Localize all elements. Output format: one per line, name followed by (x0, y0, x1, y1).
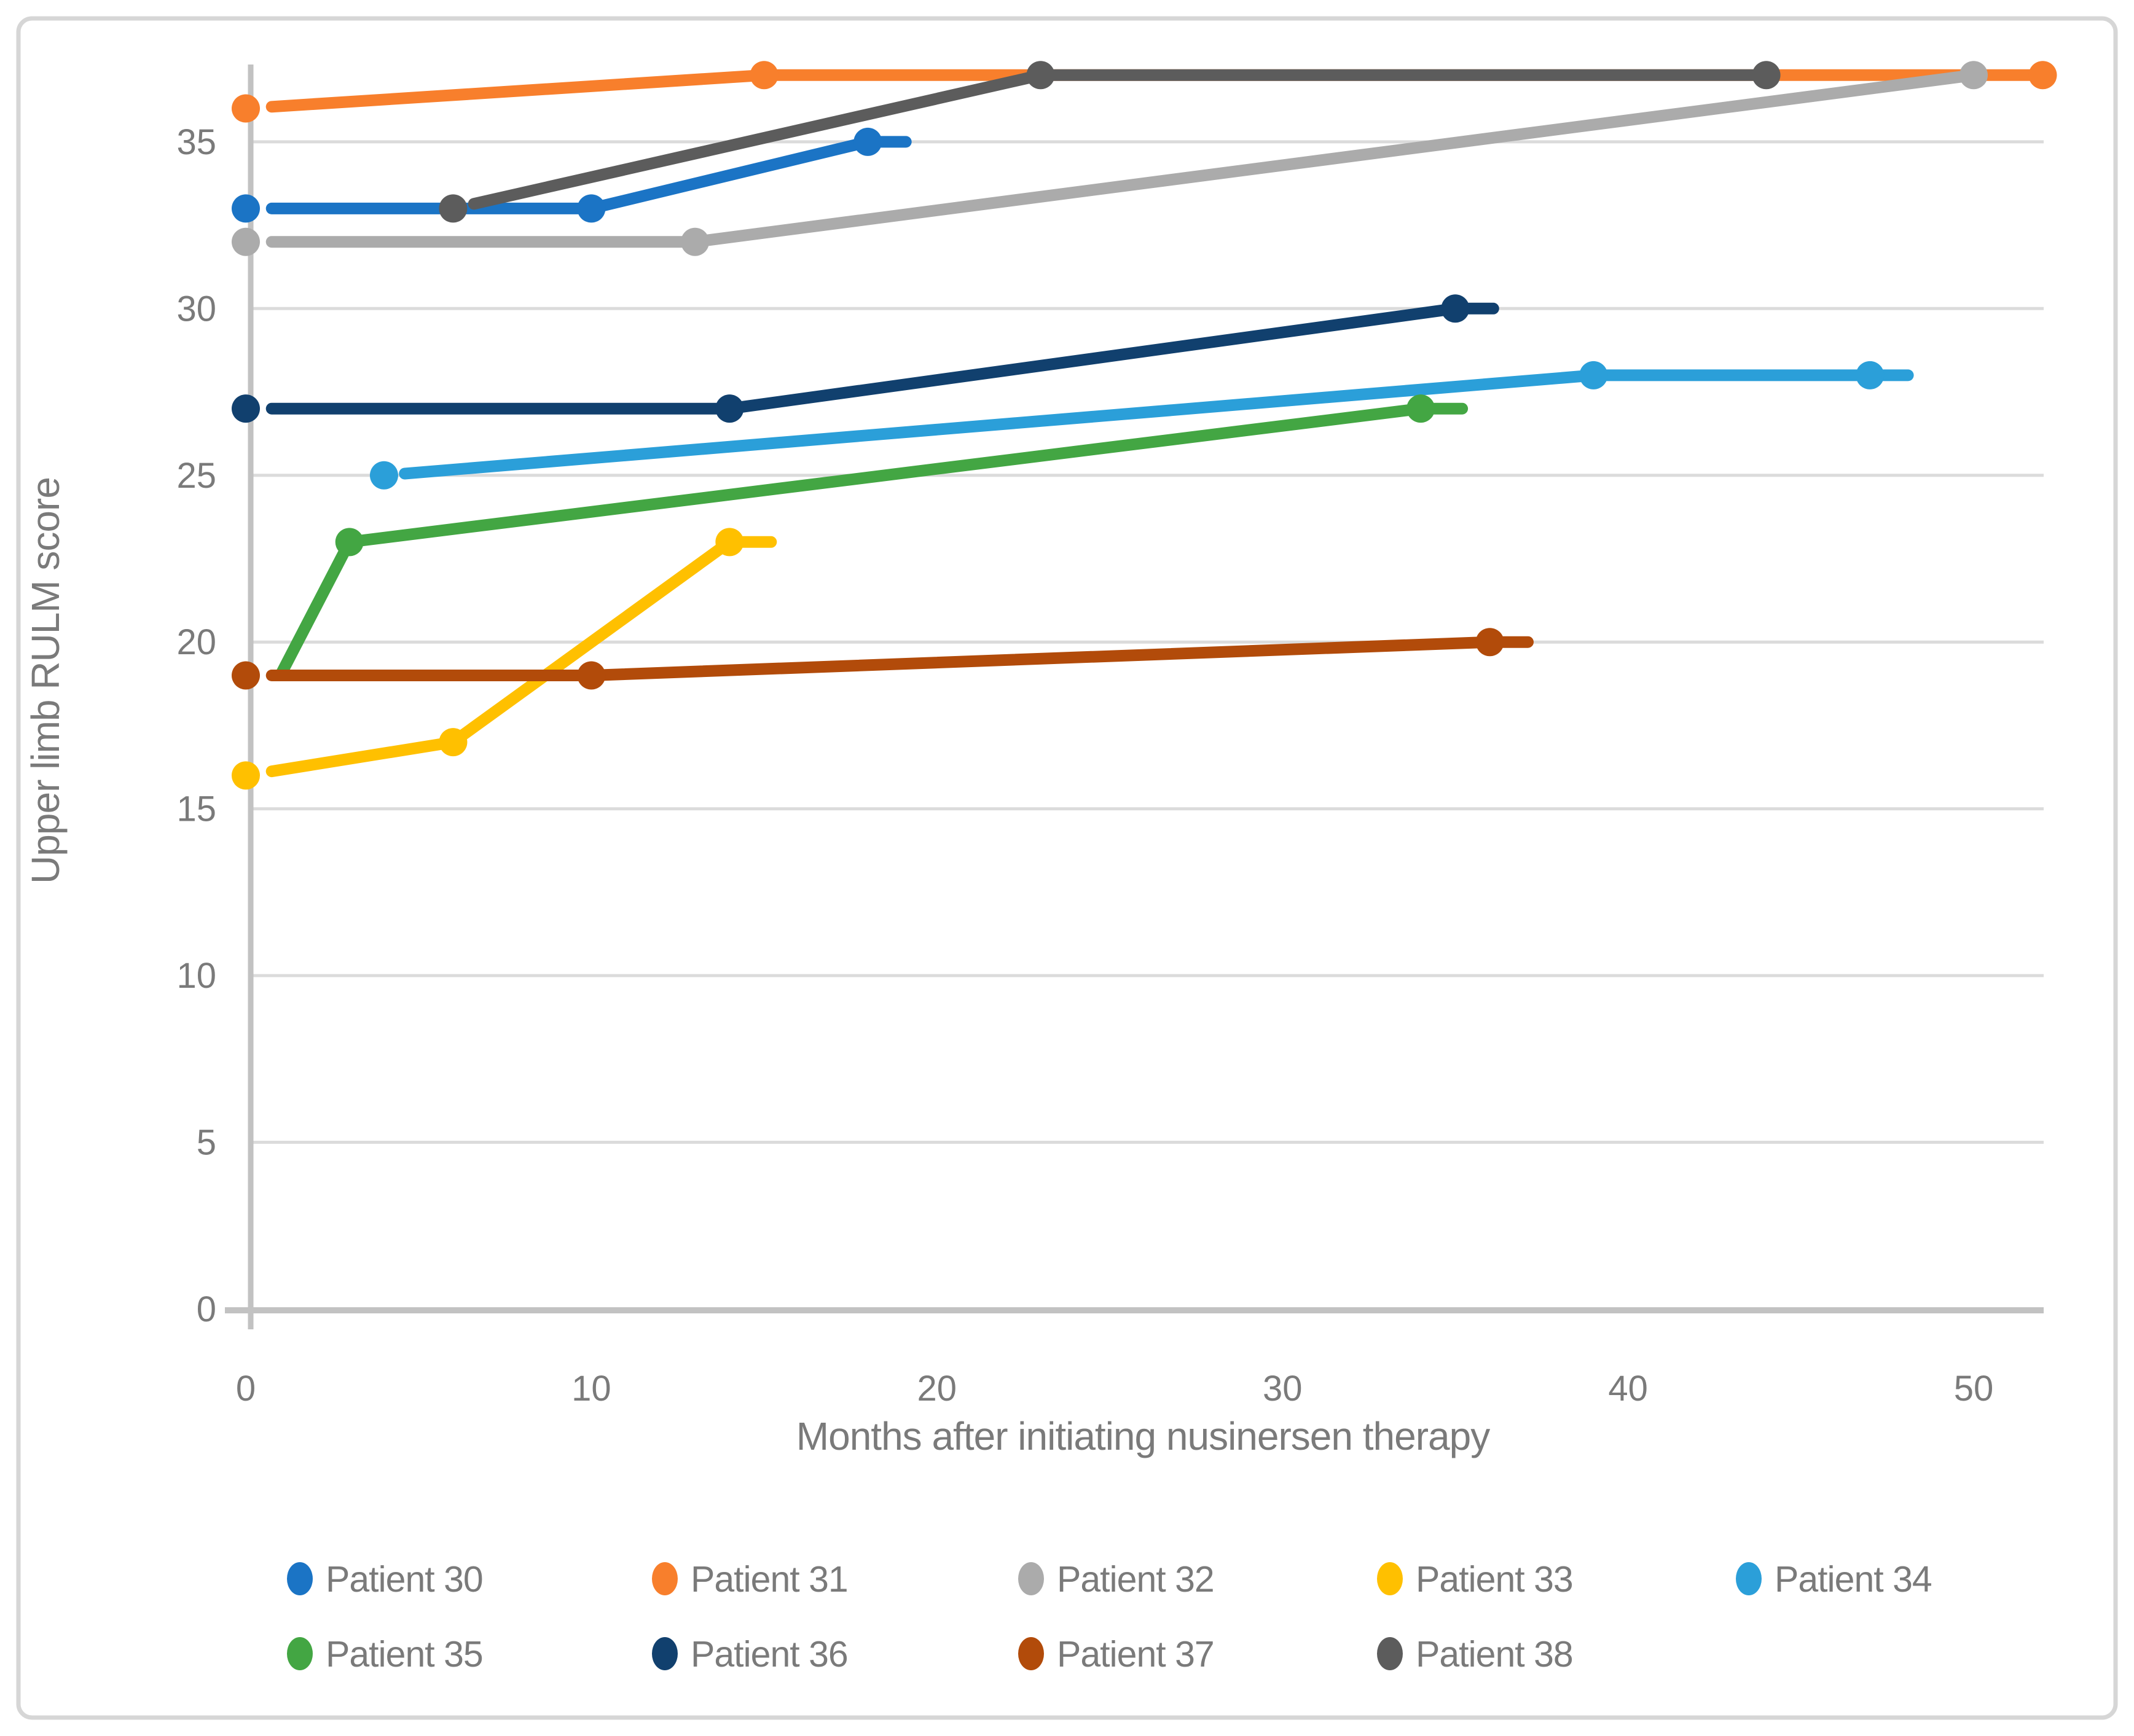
data-point-marker-patient-36-m0 (232, 394, 260, 423)
data-point-marker-patient-38-m44 (1752, 61, 1781, 90)
legend-label-patient-37: Patient 37 (1057, 1634, 1214, 1675)
data-point-marker-patient-32-m13 (681, 227, 710, 256)
legend-label-patient-30: Patient 30 (326, 1559, 483, 1600)
legend-label-patient-35: Patient 35 (326, 1634, 483, 1675)
data-point-marker-patient-35-m3 (335, 528, 364, 557)
legend-label-patient-32: Patient 32 (1057, 1559, 1214, 1600)
series-line-patient-35 (274, 402, 1469, 681)
legend-marker-patient-30 (287, 1562, 313, 1595)
y-axis-title: Upper limb RULM score (23, 477, 68, 884)
data-point-marker-patient-36-m35 (1441, 294, 1470, 323)
x-tick-label-50: 50 (1954, 1369, 1994, 1409)
x-tick-label-20: 20 (917, 1369, 957, 1409)
data-point-marker-patient-30-m18 (853, 127, 882, 156)
legend: Patient 30 Patient 31 Patient 32 Patient 33… (287, 1559, 1932, 1675)
data-point-marker-patient-34-m47 (1856, 361, 1885, 389)
x-tick-label-40: 40 (1608, 1369, 1648, 1409)
data-point-marker-patient-33-m6 (439, 728, 468, 757)
legend-label-patient-33: Patient 33 (1416, 1559, 1573, 1600)
data-point-marker-patient-31-m52 (2028, 61, 2057, 90)
y-tick-label-5: 5 (197, 1123, 216, 1163)
series-line-patient-34 (399, 369, 1914, 480)
legend-item-patient-30: Patient 30 (287, 1559, 484, 1600)
data-point-marker-patient-31-m15 (750, 61, 779, 90)
legend-marker-patient-34 (1736, 1562, 1762, 1595)
y-tick-label-10: 10 (176, 956, 216, 996)
data-point-marker-patient-30-m0 (232, 194, 260, 223)
legend-item-patient-38: Patient 38 (1377, 1634, 1574, 1675)
data-point-marker-patient-33-m0 (232, 761, 260, 790)
gridlines (251, 140, 2044, 1144)
series-line-patient-37 (265, 636, 1534, 681)
data-point-marker-patient-34-m4 (369, 461, 398, 490)
data-point-marker-patient-33-m14 (715, 528, 744, 557)
legend-marker-patient-38 (1377, 1637, 1403, 1670)
legend-item-patient-32: Patient 32 (1018, 1559, 1215, 1600)
series-line-patient-33 (265, 536, 777, 778)
data-point-marker-patient-30-m10 (577, 194, 606, 223)
legend-label-patient-38: Patient 38 (1416, 1634, 1573, 1675)
x-axis-title: Months after initiating nusinersen thera… (796, 1414, 1490, 1458)
legend-marker-patient-35 (287, 1637, 313, 1670)
legend-marker-patient-37 (1018, 1637, 1044, 1670)
x-tick-label-30: 30 (1263, 1369, 1303, 1409)
legend-item-patient-36: Patient 36 (652, 1634, 849, 1675)
data-point-marker-patient-35-m34 (1406, 394, 1435, 423)
series-line-patient-30 (265, 136, 912, 214)
y-tick-label-30: 30 (176, 289, 216, 329)
axes (225, 65, 2044, 1329)
x-tick-label-10: 10 (571, 1369, 611, 1409)
y-tick-label-0: 0 (197, 1289, 216, 1329)
legend-marker-patient-32 (1018, 1562, 1044, 1595)
data-point-marker-patient-38-m6 (439, 194, 468, 223)
y-tick-label-25: 25 (176, 456, 216, 496)
legend-label-patient-31: Patient 31 (691, 1559, 848, 1600)
data-point-marker-patient-37-m10 (577, 661, 606, 690)
x-tick-label-0: 0 (236, 1369, 256, 1409)
legend-marker-patient-33 (1377, 1562, 1403, 1595)
data-point-marker-patient-31-m0 (232, 94, 260, 123)
data-point-marker-patient-34-m39 (1579, 361, 1608, 389)
legend-marker-patient-31 (652, 1562, 678, 1595)
legend-label-patient-36: Patient 36 (691, 1634, 848, 1675)
y-axis-tick-labels: 0 5 10 15 20 25 30 35 (176, 122, 216, 1329)
data-point-marker-patient-37-m36 (1475, 628, 1504, 657)
legend-item-patient-33: Patient 33 (1377, 1559, 1574, 1600)
chart-border (16, 16, 2118, 1720)
legend-item-patient-34: Patient 34 (1736, 1559, 1932, 1600)
y-tick-label-20: 20 (176, 622, 216, 662)
legend-item-patient-31: Patient 31 (652, 1559, 849, 1600)
y-tick-label-15: 15 (176, 789, 216, 829)
legend-item-patient-35: Patient 35 (287, 1634, 484, 1675)
legend-item-patient-37: Patient 37 (1018, 1634, 1215, 1675)
series-line-patient-36 (265, 302, 1499, 415)
data-point-marker-patient-36-m14 (715, 394, 744, 423)
x-axis-tick-labels: 0 10 20 30 40 50 (236, 1369, 1993, 1409)
data-point-marker-patient-38-m23 (1026, 61, 1055, 90)
series-markers (232, 61, 2057, 790)
legend-label-patient-34: Patient 34 (1775, 1559, 1932, 1600)
legend-marker-patient-36 (652, 1637, 678, 1670)
y-tick-label-35: 35 (176, 122, 216, 162)
data-point-marker-patient-32-m0 (232, 227, 260, 256)
data-point-marker-patient-32-m50 (1959, 61, 1988, 90)
data-point-marker-patient-37-m0 (232, 661, 260, 690)
